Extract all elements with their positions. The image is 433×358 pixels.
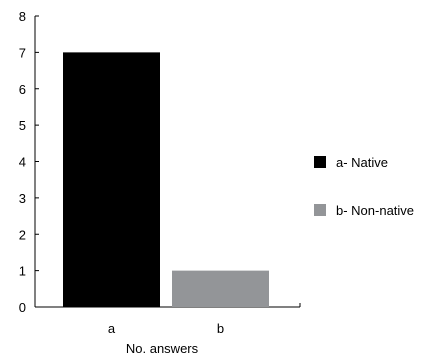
y-tick-label: 1 <box>19 264 26 279</box>
y-tick-label: 0 <box>19 300 26 315</box>
bar-a <box>63 52 160 307</box>
legend-label: b- Non-native <box>336 203 414 218</box>
y-tick-label: 5 <box>19 118 26 133</box>
y-tick-label: 8 <box>19 9 26 24</box>
x-axis-title: No. answers <box>126 341 199 356</box>
legend-swatch <box>314 156 326 168</box>
bars <box>63 52 269 307</box>
legend-swatch <box>314 204 326 216</box>
y-tick-label: 7 <box>19 45 26 60</box>
bar-b <box>172 270 269 307</box>
legend: a- Native b- Non-native <box>314 155 414 218</box>
y-tick-label: 6 <box>19 82 26 97</box>
y-tick-label: 2 <box>19 227 26 242</box>
y-axis: 0 1 2 3 4 5 6 7 8 <box>19 9 39 315</box>
x-tick-label: b <box>217 321 224 336</box>
x-tick-label: a <box>108 321 116 336</box>
y-tick-label: 3 <box>19 191 26 206</box>
y-tick-label: 4 <box>19 155 26 170</box>
legend-label: a- Native <box>336 155 388 170</box>
